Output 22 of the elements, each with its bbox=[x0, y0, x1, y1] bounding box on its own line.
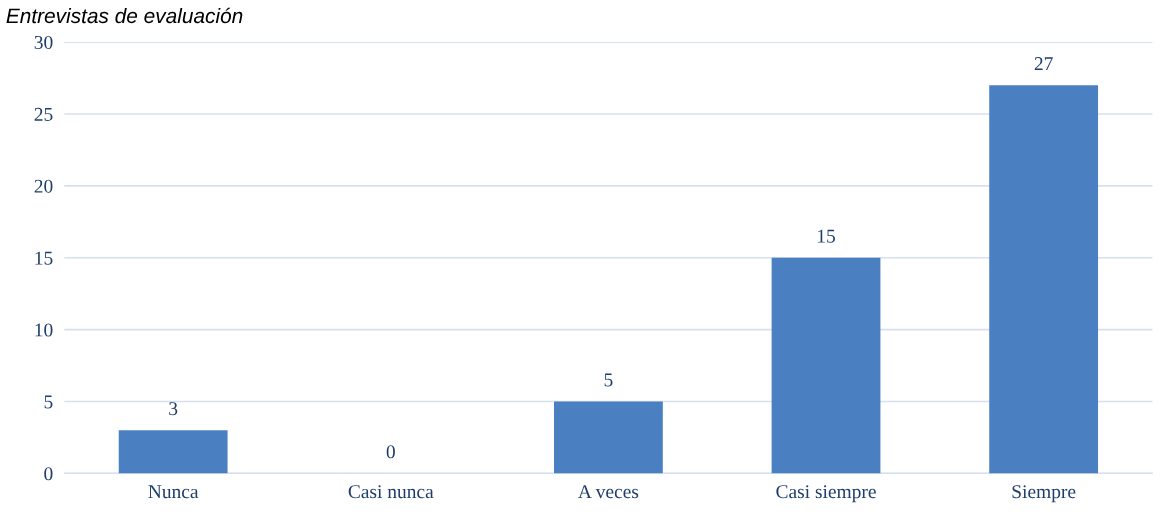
data-label: 5 bbox=[604, 373, 613, 387]
bar bbox=[553, 401, 663, 474]
y-tick-label: 10 bbox=[35, 323, 53, 337]
data-label: 27 bbox=[1034, 57, 1053, 70]
x-tick-label: Casi nunca bbox=[348, 485, 434, 499]
bar bbox=[989, 85, 1099, 474]
x-tick-label: Siempre bbox=[1012, 485, 1076, 503]
y-tick-label: 20 bbox=[34, 179, 53, 193]
x-tick-label: A veces bbox=[578, 485, 639, 499]
x-tick-label: Nunca bbox=[148, 485, 199, 499]
y-tick-label: 25 bbox=[34, 107, 53, 121]
data-label: 15 bbox=[818, 229, 835, 243]
bar bbox=[118, 430, 228, 474]
data-label: 3 bbox=[169, 402, 178, 416]
bar bbox=[771, 257, 881, 474]
x-tick-label: Casi siempre bbox=[776, 485, 876, 503]
data-label: 0 bbox=[386, 445, 395, 459]
y-tick-label: 15 bbox=[35, 251, 53, 265]
chart-title: Entrevistas de evaluación bbox=[6, 7, 243, 24]
y-tick-label: 0 bbox=[44, 467, 53, 481]
y-tick-label: 5 bbox=[44, 395, 53, 409]
y-tick-label: 30 bbox=[34, 35, 53, 50]
